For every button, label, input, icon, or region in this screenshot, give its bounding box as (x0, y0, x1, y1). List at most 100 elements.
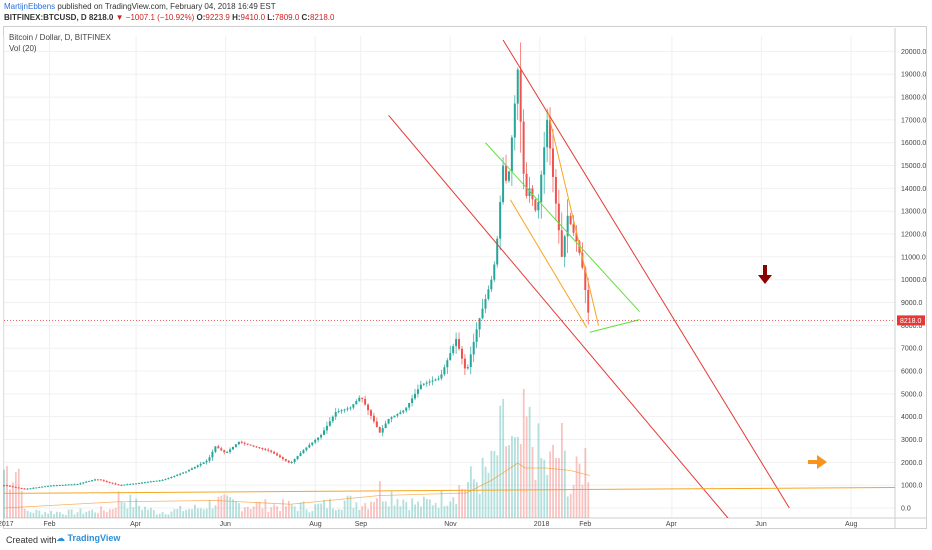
volume-bar (100, 506, 102, 518)
candle-body (466, 367, 469, 369)
volume-bar (155, 514, 158, 518)
candle-body (47, 485, 50, 487)
candle-body (437, 378, 440, 380)
candle-body (455, 339, 458, 347)
volume-bar (487, 472, 490, 518)
candle-body (346, 408, 349, 410)
volume-bar (97, 513, 99, 518)
candle-body (534, 199, 537, 211)
candle-body (487, 289, 490, 299)
candle-body (361, 397, 364, 399)
x-tick-label: Sep (355, 521, 368, 528)
volume-bar (343, 500, 346, 518)
volume-bar (285, 506, 287, 518)
candle-body (96, 479, 99, 481)
volume-bar (32, 513, 35, 518)
candle-body (399, 412, 402, 414)
candle-body (149, 481, 152, 483)
volume-bar (431, 505, 434, 518)
author-link[interactable]: MartijnEbbens (4, 2, 56, 11)
candle-body (29, 488, 32, 490)
candle-body (422, 383, 425, 385)
y-tick-label: 9000.0 (901, 300, 923, 307)
volume-bar (414, 504, 417, 518)
volume-bar (378, 481, 381, 518)
volume-bar (226, 495, 229, 518)
volume-bar (26, 510, 29, 518)
candle-body (408, 402, 411, 408)
volume-bar (217, 496, 220, 518)
candle-body (499, 202, 502, 239)
candle-body (208, 457, 211, 461)
volume-bar (264, 499, 267, 518)
volume-bar (12, 482, 14, 518)
candle-body (193, 466, 196, 469)
candle-body (384, 423, 387, 429)
volume-bar (196, 508, 199, 518)
volume-bar (361, 506, 364, 518)
tradingview-logo[interactable]: ☁ TradingView (56, 533, 121, 543)
candle-body (484, 298, 487, 309)
trendline-wedge-lower (509, 199, 588, 328)
y-tick-label: 2000.0 (901, 460, 923, 467)
candle-body (226, 451, 229, 453)
candle-body (41, 486, 44, 488)
candle-body (566, 215, 569, 237)
candle-body (425, 382, 428, 384)
candle-body (187, 469, 190, 472)
candle-body (52, 485, 55, 487)
y-tick-label: 17000.0 (901, 117, 926, 124)
candle-body (20, 487, 23, 489)
volume-bar (135, 498, 138, 518)
candle-body (99, 479, 102, 481)
candle-body (190, 468, 193, 470)
candle-body (587, 289, 590, 313)
volume-bar (428, 499, 431, 518)
volume-bar (514, 437, 516, 518)
volume-bar (349, 495, 352, 518)
candle-body (67, 484, 70, 486)
volume-bar (214, 505, 217, 518)
volume-bar (152, 510, 155, 518)
volume-bar (199, 508, 202, 518)
volume-bar (534, 480, 537, 518)
candle-body (358, 397, 361, 402)
candle-body (123, 484, 126, 486)
volume-bar (240, 511, 243, 518)
volume-ma-line (3, 462, 590, 509)
volume-bar (117, 491, 120, 518)
candle-body (170, 476, 173, 479)
y-tick-label: 8000.0 (901, 323, 923, 330)
volume-bar (587, 482, 590, 518)
candle-body (220, 448, 223, 451)
volume-bar (243, 507, 246, 518)
candle-body (372, 415, 375, 422)
last-price-tag (897, 315, 925, 326)
volume-bar (452, 497, 455, 518)
volume-bar (6, 466, 8, 518)
y-tick-label: 10000.0 (901, 277, 926, 284)
volume-bar (549, 451, 552, 518)
candle-body (102, 480, 105, 482)
candle-body (578, 241, 581, 253)
candle-body (35, 487, 38, 489)
volume-bar (167, 514, 170, 518)
candle-body (240, 441, 243, 443)
candle-body (88, 480, 91, 482)
volume-bar (346, 495, 349, 518)
candle-body (516, 69, 519, 104)
volume-bar (29, 512, 32, 518)
volume-bar (490, 450, 493, 518)
candle-body (82, 482, 85, 484)
volume-bar (558, 458, 560, 518)
candle-body (94, 479, 97, 481)
candle-body (440, 374, 443, 379)
high-label: H: (232, 13, 241, 22)
y-tick-label: 12000.0 (901, 232, 926, 239)
candle-body (202, 462, 205, 464)
volume-bar (261, 508, 264, 518)
volume-bar (326, 508, 328, 518)
candle-body (352, 404, 355, 408)
volume-bar (563, 450, 566, 518)
